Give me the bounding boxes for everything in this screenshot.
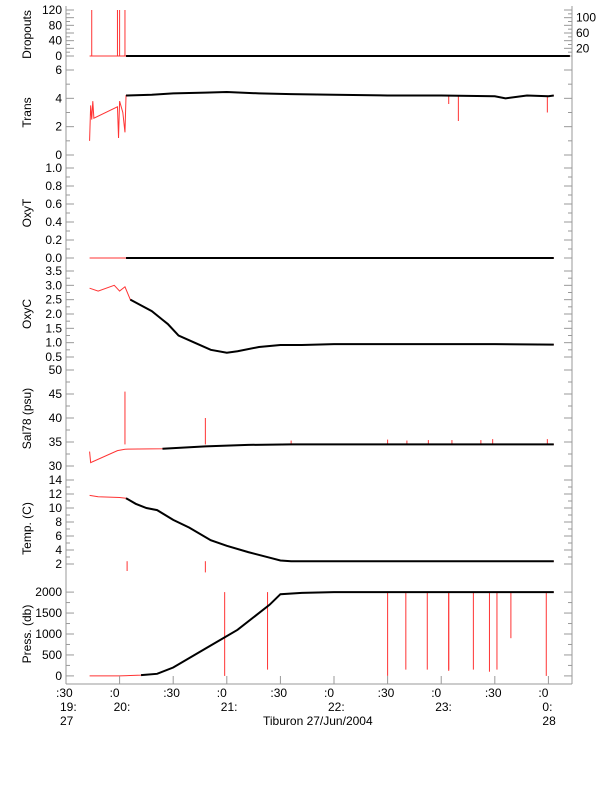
panel-oxyc: 0.51.01.52.02.53.03.5 OxyC — [20, 264, 573, 364]
y-tick-label: 2 — [55, 557, 62, 571]
y-axis-label: Trans — [20, 97, 34, 127]
x-tick-label: :30 — [56, 686, 73, 700]
y-tick-label: 4 — [55, 543, 62, 557]
panel-oxyt: 0.0 0.2 0.4 0.6 0.8 1.0 OxyT — [20, 161, 573, 265]
y-tick-label: 100 — [576, 11, 596, 25]
y-tick-label: 0.8 — [45, 179, 62, 193]
series-line-red — [89, 284, 554, 354]
y-axis-label: Dropouts — [20, 10, 34, 59]
x-tick-label: 28 — [542, 714, 556, 728]
y-tick-label: 3.0 — [45, 278, 62, 292]
x-tick-label: :30 — [163, 686, 180, 700]
y-tick-label: 0.5 — [45, 350, 62, 364]
x-tick-label: :0 — [110, 686, 120, 700]
x-tick-label: 20: — [114, 700, 131, 714]
y-tick-label: 3.5 — [45, 264, 62, 278]
series-line-press — [140, 591, 554, 677]
y-tick-label: 0.4 — [45, 215, 62, 229]
y-axis-label: Sal78 (psu) — [20, 388, 34, 449]
series-line-red — [89, 91, 554, 141]
y-tick-label: 1000 — [35, 627, 62, 641]
y-tick-label: 10 — [49, 501, 63, 515]
y-tick-label: 1.0 — [45, 161, 62, 175]
x-tick-label: 27 — [60, 714, 74, 728]
y-tick-label: 40 — [49, 34, 63, 48]
series-line-sal78 — [162, 443, 554, 450]
series-line-red — [89, 443, 554, 464]
y-tick-label: 20 — [576, 41, 590, 55]
y-tick-label: 0.0 — [45, 251, 62, 265]
y-tick-label: 1.0 — [45, 336, 62, 350]
y-tick-label: 0.6 — [45, 197, 62, 211]
x-tick-label: 21: — [221, 700, 238, 714]
y-tick-label: 45 — [49, 387, 63, 401]
y-tick-label: 0.2 — [45, 233, 62, 247]
y-tick-label: 2 — [55, 120, 62, 134]
y-tick-label: 6 — [55, 529, 62, 543]
y-tick-label: 1.5 — [45, 321, 62, 335]
y-tick-label: 0 — [55, 669, 62, 683]
y-tick-label: 1500 — [35, 606, 62, 620]
y-tick-label: 6 — [55, 63, 62, 77]
x-tick-label: :30 — [270, 686, 287, 700]
series-line-oxyc — [129, 298, 554, 354]
y-tick-label: 35 — [49, 435, 63, 449]
panel-dropouts: 0 20 40 60 80 100 120 Dropouts — [20, 3, 596, 63]
y-tick-label: 80 — [49, 18, 63, 32]
y-axis-label: OxyC — [20, 299, 34, 329]
panel-sal78: 30 35 40 45 50 Sal78 (psu) — [20, 363, 573, 473]
x-tick-label: :30 — [378, 686, 395, 700]
y-tick-label: 14 — [49, 473, 63, 487]
y-tick-label: 500 — [42, 648, 62, 662]
x-tick-label: 23: — [435, 700, 452, 714]
y-axis-label: OxyT — [20, 198, 34, 227]
series-line-trans — [126, 90, 554, 100]
y-tick-label: 0 — [55, 49, 62, 63]
x-tick-label: :30 — [485, 686, 502, 700]
y-tick-label: 60 — [576, 26, 590, 40]
y-tick-label: 12 — [49, 487, 63, 501]
y-tick-label: 4 — [55, 91, 62, 105]
y-tick-label: 120 — [42, 3, 62, 17]
y-tick-label: 30 — [49, 459, 63, 473]
x-tick-label: 0: — [542, 700, 552, 714]
y-axis-label: Press. (db) — [20, 605, 34, 664]
y-tick-label: 2000 — [35, 585, 62, 599]
x-axis-title: Tiburon 27/Jun/2004 — [263, 714, 373, 728]
y-tick-label: 40 — [49, 411, 63, 425]
panel-trans: 0 2 4 6 Trans — [20, 63, 573, 162]
y-tick-label: 0 — [55, 148, 62, 162]
x-tick-label: :0 — [324, 686, 334, 700]
y-axis-label: Temp. (C) — [20, 502, 34, 555]
x-tick-label: 22: — [328, 700, 345, 714]
x-tick-label: :0 — [217, 686, 227, 700]
y-tick-label: 2.0 — [45, 307, 62, 321]
series-line-temp — [125, 497, 554, 563]
x-tick-label: 19: — [60, 700, 77, 714]
series-line-red — [89, 494, 554, 562]
y-tick-label: 8 — [55, 515, 62, 529]
x-tick-label: :0 — [538, 686, 548, 700]
y-tick-label: 2.5 — [45, 293, 62, 307]
x-tick-label: :0 — [431, 686, 441, 700]
y-tick-label: 50 — [49, 363, 63, 377]
series-line-red — [89, 591, 554, 677]
